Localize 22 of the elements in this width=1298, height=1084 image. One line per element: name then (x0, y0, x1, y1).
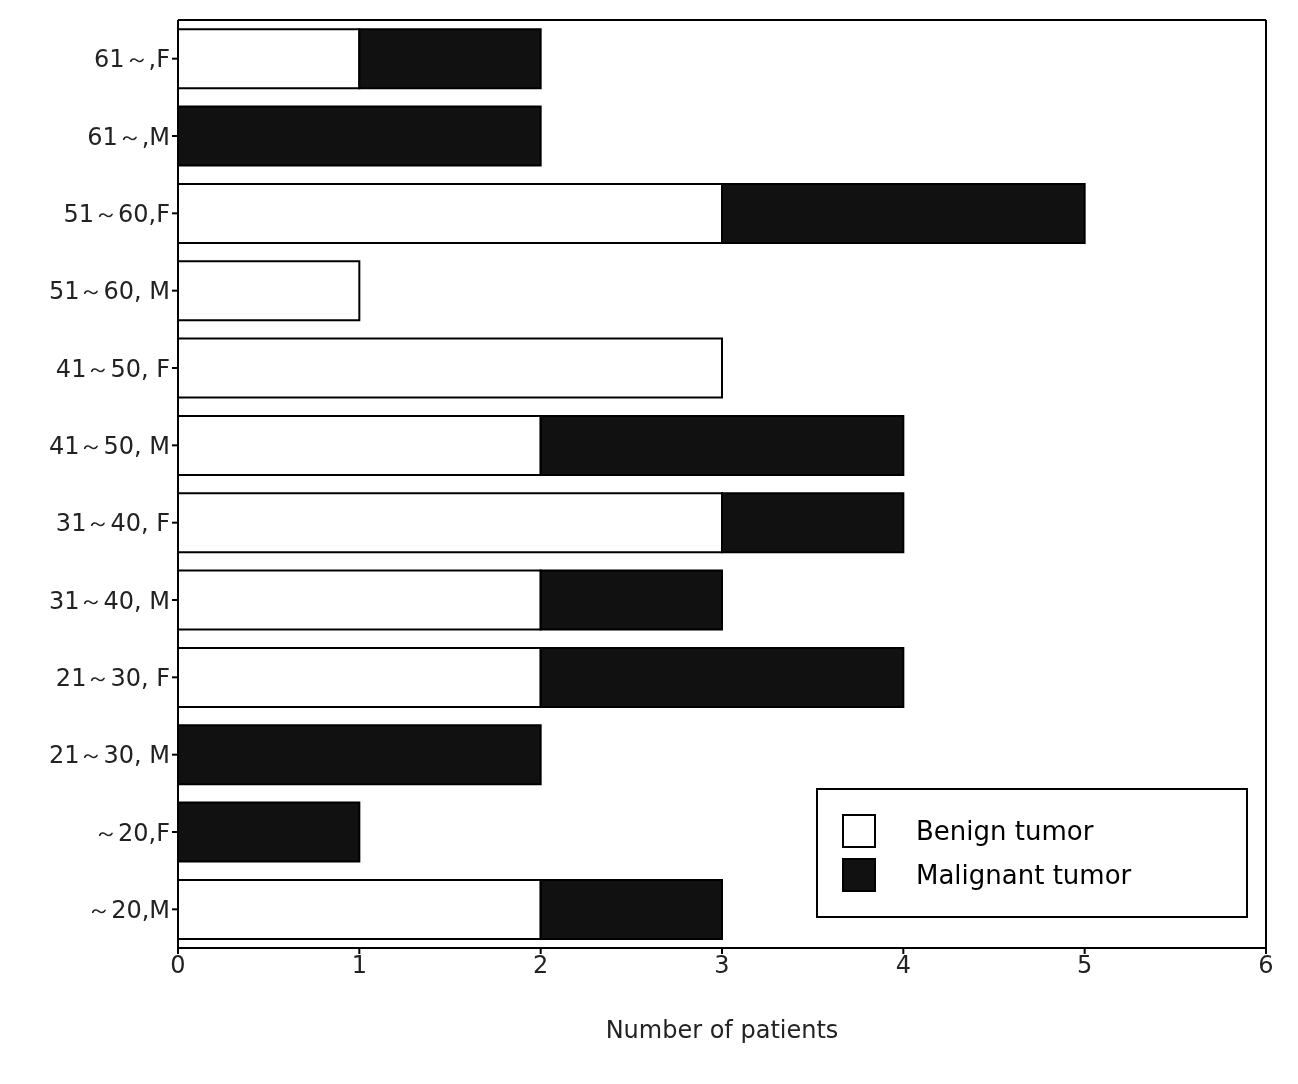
x-tick-label: 6 (1258, 951, 1274, 980)
x-tick-label: 2 (533, 951, 549, 980)
y-tick-label: 41～50, F (55, 354, 170, 383)
x-axis-title: Number of patients (605, 1016, 839, 1044)
y-tick-label: 31～40, M (48, 586, 170, 615)
x-tick-label: 1 (351, 951, 367, 980)
x-tick-label: 4 (895, 951, 911, 980)
x-tick-label: 5 (1077, 951, 1093, 980)
y-tick-label: 21～30, F (55, 663, 170, 692)
y-tick-label: 41～50, M (48, 431, 170, 460)
y-tick-label: 51～60,F (63, 199, 170, 228)
y-tick-label: 31～40, F (55, 509, 170, 538)
y-tick-label: 51～60, M (48, 277, 170, 306)
y-tick-label: 21～30, M (48, 741, 170, 770)
legend-label: Malignant tumor (916, 860, 1132, 890)
x-tick-label: 0 (170, 951, 186, 980)
legend-label: Benign tumor (916, 816, 1094, 846)
y-tick-label: 61～,F (94, 45, 170, 74)
y-tick-label: 61～,M (87, 122, 170, 151)
x-tick-label: 3 (714, 951, 730, 980)
y-tick-label: ～20,M (87, 895, 170, 924)
y-tick-label: ～20,F (94, 818, 170, 847)
